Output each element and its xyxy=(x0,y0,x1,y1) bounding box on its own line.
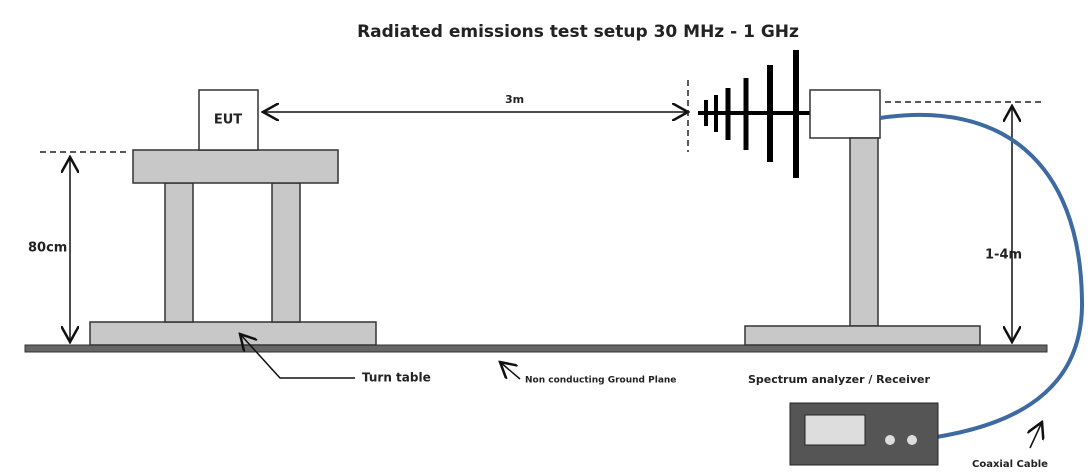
antenna xyxy=(698,50,812,178)
mast-base xyxy=(744,325,981,346)
pointer xyxy=(500,362,521,380)
pointer xyxy=(1030,422,1042,449)
receiver-label: Spectrum analyzer / Receiver xyxy=(748,373,930,386)
pointer xyxy=(240,334,300,379)
turn-table-label: Turn table xyxy=(362,371,431,385)
knob xyxy=(885,435,895,445)
table-leg xyxy=(271,182,301,323)
table-height-label: 80cm xyxy=(28,241,67,256)
ground-plane xyxy=(24,344,1048,353)
table-top xyxy=(132,149,339,184)
cable-label: Coaxial Cable xyxy=(972,459,1048,470)
antenna-box xyxy=(809,89,881,139)
knob xyxy=(907,435,917,445)
title: Radiated emissions test setup 30 MHz - 1… xyxy=(357,22,799,42)
coax-cable xyxy=(879,112,1085,442)
screen xyxy=(804,414,866,446)
mast xyxy=(849,137,879,327)
turn-table xyxy=(89,321,377,346)
ground-plane-label: Non conducting Ground Plane xyxy=(525,376,676,386)
eut-label: EUT xyxy=(214,113,242,128)
distance-label: 3m xyxy=(505,93,524,106)
table-leg xyxy=(164,182,194,323)
eut-box xyxy=(198,89,259,151)
antenna-height-label: 1-4m xyxy=(985,248,1022,263)
